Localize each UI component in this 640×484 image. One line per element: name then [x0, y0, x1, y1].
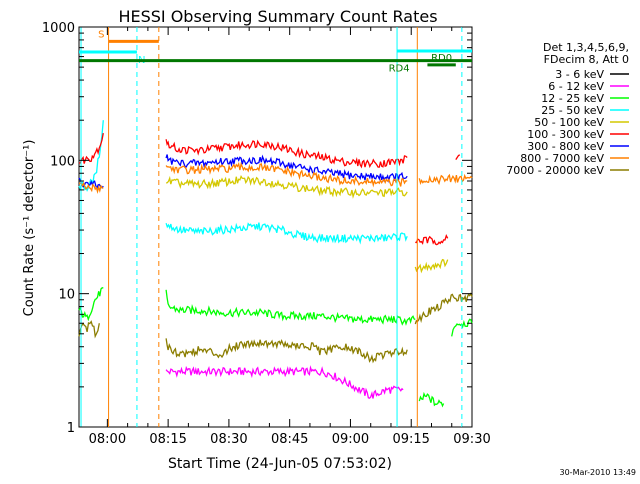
x-tick-label: 08:45	[271, 432, 308, 447]
plot-frame	[78, 26, 473, 428]
y-tick-label: 1	[67, 421, 75, 436]
series-25-50-kev-line	[78, 120, 104, 192]
series-800-7000-kev-line	[418, 173, 473, 186]
x-axis-label: Start Time (24-Jun-05 07:53:02)	[168, 456, 392, 472]
x-tick-label: 08:30	[210, 432, 247, 447]
legend-label: 50 - 100 keV	[534, 116, 604, 129]
series-800-7000-kev-line	[78, 181, 104, 195]
y-axis-label: Count Rate (s⁻¹ detector⁻¹)	[22, 140, 37, 317]
legend-label: 7000 - 20000 keV	[506, 164, 604, 177]
series-800-7000-kev-line	[165, 161, 408, 188]
legend-label: 800 - 7000 keV	[520, 152, 604, 165]
series-12-25-kev-line	[165, 289, 416, 326]
series-6-12-kev-line	[165, 365, 404, 399]
series-7000-20000-kev-line	[78, 320, 100, 339]
series-100-300-kev-line	[455, 154, 461, 160]
legend-label: 12 - 25 keV	[541, 92, 604, 105]
series-7000-20000-kev-line	[165, 338, 408, 364]
series-12-25-kev-line	[418, 391, 445, 408]
x-tick-label: 09:00	[332, 432, 369, 447]
marker-label-s: S	[98, 29, 104, 40]
y-tick-label: 10	[58, 288, 75, 303]
chart-title: HESSI Observing Summary Count Rates	[118, 7, 437, 26]
series-layer	[78, 120, 473, 408]
series-50-100-kev-line	[165, 175, 408, 199]
date-stamp: 30-Mar-2010 13:49	[560, 468, 637, 477]
series-100-300-kev-line	[165, 139, 408, 169]
marker-layer: SNRD4RD0	[79, 27, 472, 427]
series-100-300-kev-line	[415, 234, 449, 246]
series-7000-20000-kev-line	[414, 292, 473, 325]
legend-label: 100 - 300 keV	[527, 128, 604, 141]
x-tick-label: 09:30	[453, 432, 490, 447]
series-100-300-kev-line	[78, 132, 104, 164]
legend-label: 6 - 12 keV	[548, 80, 604, 93]
x-tick-label: 08:00	[89, 432, 126, 447]
tick-layer: 08:00 08:15 08:30 08:45 09:00 09:15 09:30 1 10 10…	[42, 21, 491, 447]
legend: Det 1,3,4,5,6,9,FDecim 8, Att 0 3 - 6 keV…	[506, 41, 629, 177]
legend-label: 300 - 800 keV	[527, 140, 604, 153]
y-tick-label: 1000	[42, 21, 75, 36]
series-300-800-kev-line	[78, 177, 104, 191]
series-12-25-kev-line	[78, 286, 104, 322]
marker-label-rd4: RD4	[389, 64, 410, 75]
legend-label: 25 - 50 keV	[541, 104, 604, 117]
legend-label: 3 - 6 keV	[555, 68, 604, 81]
legend-header: FDecim 8, Att 0	[544, 53, 629, 66]
legend-header: Det 1,3,4,5,6,9,	[543, 41, 629, 54]
x-tick-label: 09:15	[392, 432, 429, 447]
marker-label-rd0: RD0	[431, 53, 452, 64]
x-tick-label: 08:15	[149, 432, 186, 447]
series-25-50-kev-line	[165, 222, 408, 245]
y-tick-label: 100	[50, 154, 75, 169]
series-300-800-kev-line	[165, 154, 408, 183]
series-50-100-kev-line	[414, 258, 449, 274]
